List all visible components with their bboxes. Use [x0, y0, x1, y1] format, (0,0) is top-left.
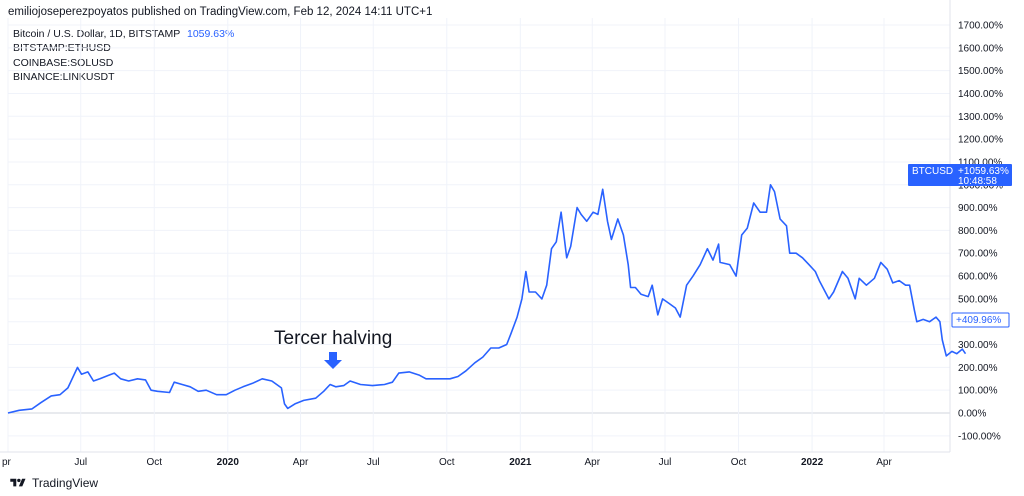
x-tick-label: 2021 [509, 457, 532, 468]
x-tick-label: Jul [74, 457, 87, 468]
series-line-btcusd [7, 184, 967, 414]
legend-symbol-link[interactable]: BINANCE:LINKUSDT [13, 71, 115, 84]
y-tick-label: 100.00% [958, 386, 998, 397]
y-tick-label: 900.00% [958, 203, 998, 214]
y-tick-label: 300.00% [958, 340, 998, 351]
y-tick-label: 1300.00% [958, 112, 1003, 123]
y-tick-label: 200.00% [958, 363, 998, 374]
legend-main-value: 1059.63% [187, 28, 235, 40]
tradingview-footer[interactable]: TradingView [8, 476, 98, 490]
halving-arrow-icon [324, 352, 342, 369]
chart-legend: Bitcoin / U.S. Dollar, 1D, BITSTAMP 1059… [13, 27, 234, 85]
y-tick-label: 800.00% [958, 226, 998, 237]
y-axis: 1700.00% 1600.00% 1500.00% 1400.00% 1300.00%… [949, 0, 1003, 452]
y-tick-label: 700.00% [958, 249, 998, 260]
legend-symbol-eth[interactable]: BITSTAMP:ETHUSD [13, 42, 111, 55]
secondary-price-tag-value: +409.96% [956, 315, 1001, 326]
tradingview-logo-icon [10, 478, 26, 487]
legend-main-symbol: Bitcoin / U.S. Dollar, 1D, BITSTAMP [13, 28, 181, 40]
price-tags: BTCUSD +1059.63%10:48:58 +409.96% [908, 164, 1012, 328]
legend-symbol-sol[interactable]: COINBASE:SOLUSD [13, 56, 114, 69]
price-tag-symbol: BTCUSD [912, 166, 953, 177]
x-tick-label: Oct [731, 457, 747, 468]
y-tick-label: 1500.00% [958, 66, 1003, 77]
x-tick-label: Oct [146, 457, 162, 468]
x-tick-label: Jul [659, 457, 672, 468]
x-tick-label: 2020 [217, 457, 240, 468]
price-tag-value: +1059.63% [958, 166, 1009, 177]
publisher-line: emiliojoseperezpoyatos published on Trad… [8, 6, 433, 18]
price-tag-countdown: 10:48:58 [958, 176, 997, 187]
x-tick-label: Apr [584, 457, 600, 468]
legend-main-row[interactable]: Bitcoin / U.S. Dollar, 1D, BITSTAMP 1059… [13, 27, 234, 41]
halving-annotation: Tercer halving [274, 328, 393, 349]
chart-grid [7, 18, 950, 452]
x-tick-label: pr [2, 457, 12, 468]
footer-brand: TradingView [32, 476, 99, 490]
y-tick-label: 0.00% [958, 409, 986, 420]
x-axis: pr Jul Oct 2020 Apr Jul Oct 2021 Apr Jul Oct 2022 Ap… [0, 451, 950, 468]
y-tick-label: 1100.00% [958, 157, 1002, 168]
y-tick-label: 1600.00% [958, 43, 1003, 54]
series-layer [7, 184, 967, 414]
y-tick-label: 600.00% [958, 272, 998, 283]
x-tick-label: Jul [367, 457, 380, 468]
y-tick-label: 500.00% [958, 294, 998, 305]
y-tick-label: -100.00% [958, 431, 1001, 442]
btcusd-price-tag [908, 164, 1012, 186]
x-tick-label: Apr [293, 457, 309, 468]
down-arrow-icon [324, 352, 342, 369]
y-tick-label: 1200.00% [958, 135, 1003, 146]
secondary-price-tag [951, 312, 1010, 328]
x-tick-label: 2022 [801, 457, 824, 468]
x-tick-label: Oct [439, 457, 455, 468]
y-tick-label: 1400.00% [958, 89, 1003, 100]
y-tick-label: 1700.00% [958, 21, 1003, 32]
x-tick-label: Apr [876, 457, 892, 468]
